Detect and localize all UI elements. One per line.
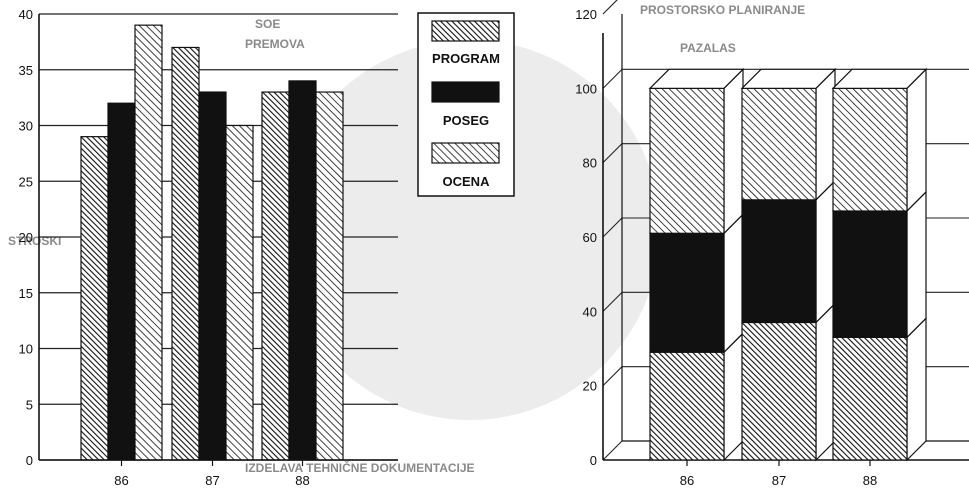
x-tick-label: 88 — [295, 473, 309, 488]
legend-label-poseg: POSEG — [443, 113, 489, 128]
y-tick-label: 0 — [26, 453, 33, 468]
background-text: PROSTORSKO PLANIRANJE — [640, 3, 805, 17]
gridline-diagonal — [602, 0, 618, 15]
bar-side-program-88 — [906, 316, 927, 462]
y-tick-label: 20 — [583, 379, 597, 394]
bar-program-88 — [261, 91, 290, 461]
background-text: SOE — [255, 17, 280, 31]
y-tick-label: 30 — [19, 119, 33, 134]
background-pie-circle — [280, 40, 660, 420]
bar-ocena-86 — [134, 24, 163, 461]
x-tick-label: 86 — [680, 473, 694, 488]
y-tick-label: 80 — [583, 156, 597, 171]
legend-swatch-poseg — [431, 81, 500, 103]
y-tick-label: 40 — [19, 7, 33, 22]
bar-side-poseg-88 — [906, 190, 927, 339]
bar-poseg-86 — [649, 232, 725, 353]
x-tick-label: 87 — [205, 473, 219, 488]
bar-side-program-87 — [815, 302, 836, 462]
bar-side-poseg-86 — [723, 212, 744, 354]
bar-program-87 — [741, 321, 817, 461]
bar-ocena-86 — [649, 87, 725, 234]
x-tick-label: 88 — [863, 473, 877, 488]
grouped-bar-chart: 0 5 10 15 20 25 30 35 40 86 87 88 — [19, 7, 398, 488]
gridline-diagonal — [602, 291, 623, 312]
bar-program-86 — [80, 136, 109, 461]
y-tick-label: 60 — [583, 230, 597, 245]
legend-label-ocena: OCENA — [443, 174, 491, 189]
gridline-diagonal — [602, 440, 623, 461]
y-tick-label: 25 — [19, 174, 33, 189]
bar-poseg-86 — [107, 102, 136, 461]
bar-top-86 — [648, 68, 745, 89]
bar-program-86 — [649, 351, 725, 461]
gridline-diagonal — [602, 143, 623, 164]
bar-poseg-87 — [198, 91, 227, 461]
background-watermark: STROSKI SOE PREMOVA PROSTORSKO PLANIRANJ… — [8, 3, 805, 475]
stacked-3d-bar-chart: 0 20 40 60 80 100 120 86 87 88 — [575, 0, 969, 488]
bar-side-ocena-86 — [723, 67, 744, 235]
y-tick-label: 35 — [19, 63, 33, 78]
bar-side-poseg-87 — [815, 179, 836, 324]
bar-ocena-88 — [315, 91, 344, 461]
bar-poseg-88 — [832, 210, 908, 338]
bar-poseg-88 — [288, 80, 317, 461]
y-tick-label: 20 — [19, 230, 33, 245]
bar-top-87 — [740, 68, 837, 89]
y-tick-label: 40 — [583, 304, 597, 319]
y-tick-label: 0 — [590, 453, 597, 468]
gridline-diagonal — [602, 366, 623, 387]
x-tick-label: 87 — [772, 473, 786, 488]
bar-side-ocena-88 — [906, 67, 927, 213]
bar-side-program-86 — [723, 331, 744, 462]
y-tick-label: 10 — [19, 342, 33, 357]
gridline-diagonal — [602, 68, 623, 89]
bar-ocena-87 — [225, 124, 254, 461]
legend-box — [417, 12, 515, 197]
y-tick-label: 100 — [575, 81, 597, 96]
gridline-diagonal — [602, 217, 623, 238]
bar-ocena-88 — [832, 87, 908, 212]
background-text: PREMOVA — [245, 37, 305, 51]
legend-swatch-ocena — [431, 142, 500, 164]
background-text: STROSKI — [8, 234, 61, 248]
legend-swatch-program — [431, 20, 500, 42]
bar-program-87 — [171, 46, 200, 461]
legend-label-program: PROGRAM — [432, 51, 500, 66]
bar-ocena-87 — [741, 87, 817, 201]
y-tick-label: 5 — [26, 397, 33, 412]
bar-program-88 — [832, 336, 908, 461]
y-tick-label: 120 — [575, 7, 597, 22]
legend: PROGRAM POSEG OCENA — [417, 12, 515, 197]
bar-poseg-87 — [741, 199, 817, 324]
y-tick-label: 15 — [19, 286, 33, 301]
bar-top-88 — [831, 68, 928, 89]
background-text: PAZALAS — [680, 41, 736, 55]
x-tick-label: 86 — [114, 473, 128, 488]
background-text: IZDELAVA TEHNIČNE DOKUMENTACIJE — [245, 460, 475, 475]
